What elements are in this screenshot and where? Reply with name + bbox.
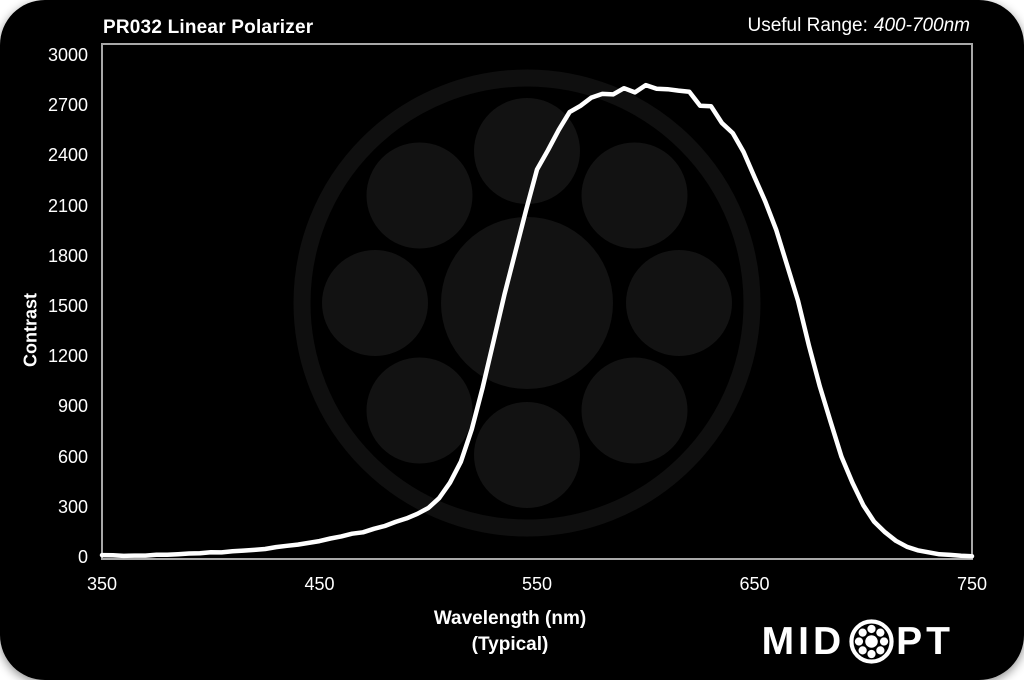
- y-tick-label: 0: [77, 547, 88, 567]
- midopt-logo: MID PT: [762, 618, 954, 665]
- contrast-curve: [99, 82, 975, 559]
- logo-text-mid: MID: [761, 619, 846, 663]
- x-tick-label: 450: [304, 574, 335, 594]
- x-tick-label: 550: [521, 574, 553, 594]
- y-tick-label: 600: [57, 446, 88, 467]
- y-tick-label: 2400: [47, 145, 88, 166]
- y-tick-label: 1800: [47, 245, 88, 266]
- plot-frame: [101, 43, 973, 560]
- x-tick-label: 750: [956, 574, 988, 594]
- x-axis-title-note: (Typical): [471, 634, 549, 655]
- useful-range: Useful Range: 400-700nm: [747, 15, 970, 37]
- y-tick-label: 2700: [47, 95, 88, 116]
- y-tick-label: 300: [57, 496, 88, 517]
- x-tick-label: 650: [739, 574, 770, 594]
- useful-range-value: 400-700nm: [873, 15, 970, 36]
- logo-text-pt: PT: [896, 619, 954, 663]
- midopt-bearing-watermark: [293, 69, 761, 537]
- x-axis-title: Wavelength (nm): [433, 608, 587, 629]
- y-tick-label: 2100: [47, 195, 88, 216]
- y-tick-label: 900: [57, 396, 88, 417]
- y-tick-label: 3000: [47, 45, 88, 65]
- y-tick-label: 1500: [47, 296, 88, 316]
- useful-range-label: Useful Range:: [747, 15, 868, 36]
- y-tick-label: 1200: [47, 346, 88, 367]
- x-tick-label: 350: [86, 574, 118, 594]
- bearing-icon: [849, 619, 894, 664]
- chart-title: PR032 Linear Polarizer: [103, 17, 314, 38]
